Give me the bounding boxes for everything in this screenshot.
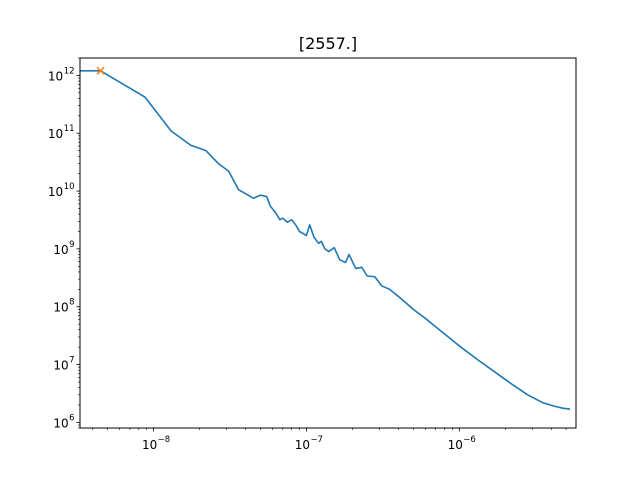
chart-title: [2557.] — [299, 34, 357, 53]
y-tick-label-exponent: 10 — [64, 182, 75, 192]
marker-layer — [96, 66, 105, 75]
series-line-1 — [80, 70, 571, 410]
y-tick-label-exponent: 11 — [64, 124, 75, 134]
series-layer — [80, 70, 571, 410]
y-tick-label-exponent: 7 — [69, 356, 74, 366]
y-tick-label: 10 — [53, 301, 68, 315]
y-tick-label-exponent: 6 — [69, 413, 74, 423]
y-tick-label: 10 — [53, 416, 68, 430]
x-axis: 10 −8 10 −7 10 −6 — [92, 428, 567, 452]
marker-stroke — [96, 66, 105, 75]
plot-area — [79, 57, 577, 429]
y-tick-label: 10 — [48, 127, 63, 141]
y-tick-label: 10 — [48, 69, 63, 83]
x-tick-label-exponent: −7 — [310, 435, 323, 445]
y-tick-label-exponent: 8 — [69, 298, 74, 308]
x-tick-label-exponent: −8 — [158, 435, 171, 445]
x-tick-label: 10 — [142, 438, 157, 452]
plot-frame — [79, 57, 577, 429]
y-tick-label: 10 — [48, 185, 63, 199]
x-tick-label-exponent: −6 — [463, 435, 476, 445]
x-tick-label: 10 — [295, 438, 310, 452]
y-tick-label-exponent: 9 — [69, 240, 74, 250]
y-tick-label: 10 — [53, 243, 68, 257]
y-tick-label: 10 — [53, 359, 68, 373]
marker-x — [96, 66, 105, 75]
x-tick-label: 10 — [448, 438, 463, 452]
y-tick-label-exponent: 12 — [64, 66, 75, 76]
